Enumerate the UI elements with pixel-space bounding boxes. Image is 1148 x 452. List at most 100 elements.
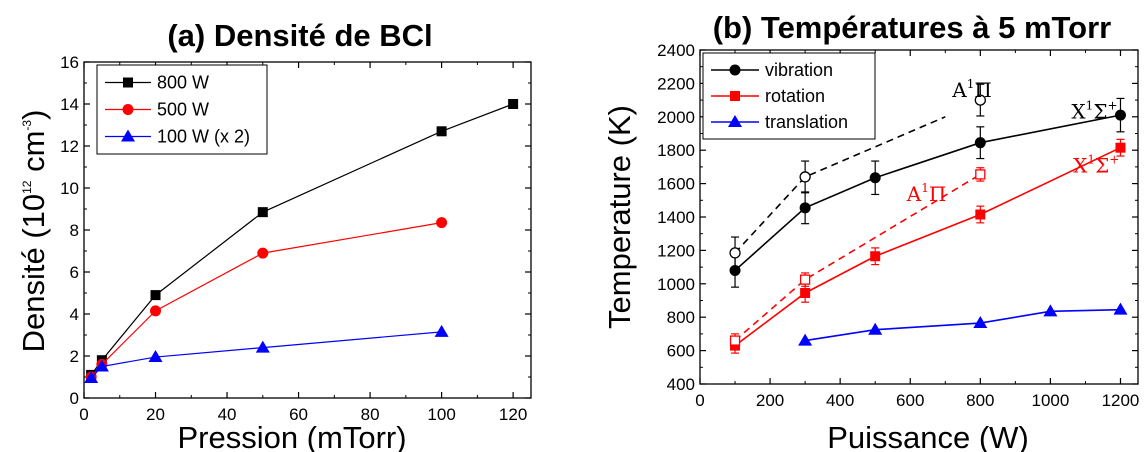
chart-b-annotation: X1Σ+ [1073,153,1119,178]
chart-a-legend-marker [123,77,133,88]
chart-b-y-tick-label: 2000 [657,108,695,127]
chart-a-data-point [434,324,449,337]
chart-b-y-tick-label: 400 [667,375,695,394]
chart-b-y-tick-label: 800 [667,308,695,327]
chart-a-data-point [150,305,162,317]
chart-b-series-line [804,308,1121,342]
chart-b-legend: vibration rotation translation [702,52,876,140]
chart-a-legend-marker [122,104,134,115]
chart-a-y-title-part2: cm [16,131,51,181]
chart-a-x-tick-label: 100 [427,405,455,424]
chart-a-y-title-sup2: -3 [20,120,34,131]
chart-b-annotation-greek: Π [974,78,991,102]
chart-a-y-title-part1: Densité (10 [16,194,51,353]
chart-b-data-point [1113,302,1128,315]
chart-b-series-vibration [729,97,1126,288]
chart-a-y-tick-label: 6 [70,263,79,282]
chart-b-data-point [868,322,883,335]
chart-b-data-point [799,274,811,285]
chart-b-annotation-greek-sup: + [1109,153,1119,167]
chart-b-series-line [734,116,946,254]
chart-a-data-point [84,371,99,384]
chart-b-data-point [799,171,811,183]
chart-a-x-tick-label: 20 [146,405,165,424]
chart-b-x-tick-label: 400 [826,391,854,410]
chart-a-x-tick-label: 120 [499,405,527,424]
chart-b: (b) Températures à 5 mTorr Puissance (W)… [602,10,1139,452]
chart-a-series-100-w-x-2- [84,324,449,384]
chart-b-annotation-base: A [906,182,922,206]
chart-b-data-point [1115,142,1126,153]
chart-b-series-dashed-3 [729,83,986,270]
chart-a-legend: 800 W 500 W 100 W (x 2) [96,64,268,155]
chart-b-legend-marker [729,64,741,76]
chart-a-y-axis-title: Densité (1012 cm-3) [16,110,51,353]
chart-b-data-point [800,287,811,298]
chart-b-annotation-greek: Σ [1093,99,1107,123]
chart-a-y-tick-label: 4 [70,305,79,324]
chart-a-x-tick-label: 80 [361,405,380,424]
chart-b-y-tick-label: 1200 [657,241,695,260]
chart-a-title: (a) Densité de BCl [167,18,432,53]
chart-a-y-tick-label: 2 [70,347,79,366]
chart-b-data-point [975,169,986,180]
chart-a-x-tick-label: 60 [289,405,308,424]
chart-b-y-tick-label: 1600 [657,175,695,194]
chart-b-annotation-sup: 1 [967,77,975,91]
chart-a-legend-marker [121,129,135,142]
chart-b-annotation-base: X [1071,99,1086,123]
chart-b-annotation-sup: 1 [1086,98,1094,112]
chart-a-series-line [90,331,442,379]
chart-b-data-point [729,335,741,346]
chart-b-y-axis-title: Temperature (K) [602,105,637,329]
chart-b-y-tick-label: 2200 [657,74,695,93]
chart-a-data-point [257,247,269,259]
chart-b-y-tick-label: 1800 [657,141,695,160]
chart-b-annotation-base: A [951,78,967,102]
chart-a-data-point [257,207,268,218]
chart-b-data-point [799,202,811,214]
chart-b-x-tick-label: 600 [896,391,924,410]
chart-a-x-tick-label: 40 [218,405,237,424]
chart-b-data-point [974,137,986,149]
chart-a-y-tick-label: 10 [60,179,79,198]
chart-b-series-line [734,146,1121,347]
chart-b-legend-label: vibration [765,60,833,80]
chart-b-x-tick-label: 1200 [1102,391,1140,410]
chart-b-series-translation [798,302,1128,346]
chart-b-y-tick-label: 1400 [657,208,695,227]
chart-a-data-point [436,217,448,229]
chart-a-legend-label: 100 W (x 2) [157,127,250,147]
chart-a-data-point [150,290,161,301]
chart-b-legend-marker [728,115,742,127]
chart-b-series-rotation [730,138,1126,354]
chart-a-y-tick-label: 12 [60,137,79,156]
chart-b-x-tick-label: 0 [695,391,704,410]
chart-b-series-line [734,173,981,342]
chart-a-data-point [508,99,519,109]
chart-b-legend-marker [730,91,740,101]
chart-b-annotation-greek-sup: + [1107,98,1117,112]
chart-a-x-tick-label: 0 [79,405,88,424]
chart-a-data-point [94,359,109,372]
chart-a-legend-label: 500 W [157,100,209,120]
chart-a-data-point [148,350,163,363]
chart-b-series-dashed-4 [729,167,986,348]
chart-b-data-point [729,264,741,276]
chart-b-data-point [974,94,986,106]
chart-b-y-tick-label: 2400 [657,41,695,60]
chart-a-series-500-w [85,217,448,383]
chart-b-data-point [870,251,881,262]
chart-b-annotation-greek: Σ [1095,154,1109,178]
chart-b-data-point [1114,109,1126,121]
chart-b-legend-label: rotation [765,86,825,106]
chart-b-x-axis-title: Puissance (W) [827,420,1029,452]
chart-a-y-tick-label: 14 [60,95,79,114]
chart-a-series-line [90,222,442,378]
chart-b-y-tick-label: 600 [667,342,695,361]
chart-a-y-title-part3: ) [16,110,51,120]
chart-a-data-point [255,340,270,353]
chart-b-title: (b) Températures à 5 mTorr [713,10,1112,45]
chart-b-data-point [1043,304,1058,317]
